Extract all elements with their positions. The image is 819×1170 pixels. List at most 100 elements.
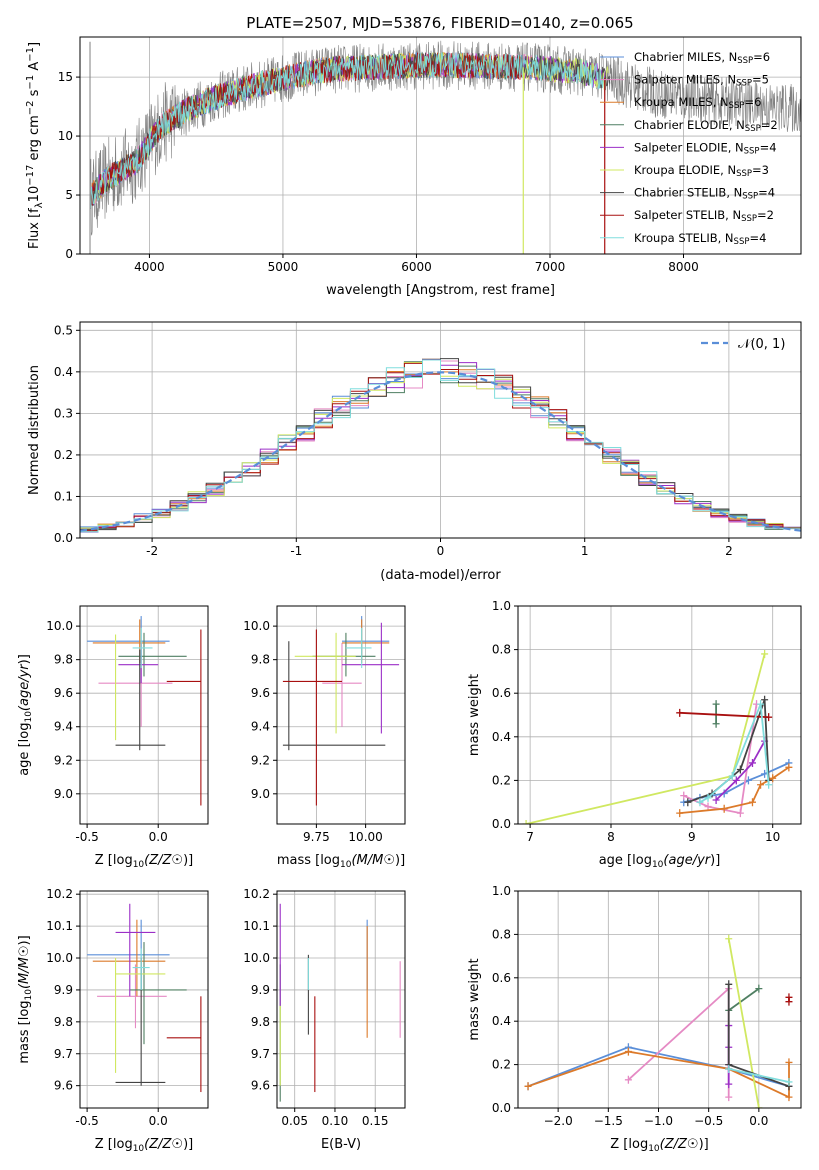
weight-marker-kroupa_miles bbox=[524, 1082, 532, 1091]
y-tick-label: 0.8 bbox=[492, 643, 511, 657]
x-axis-label: mass [log10(M/M☉)] bbox=[277, 853, 405, 870]
legend-sub: SSP bbox=[744, 146, 760, 156]
weight-marker-kroupa_elodie bbox=[522, 820, 530, 824]
weight-marker-chabrier_stelib bbox=[736, 765, 744, 774]
y-tick-label: 0.4 bbox=[54, 365, 73, 379]
y-tick-label: 10.2 bbox=[46, 887, 73, 901]
x-tick-label: 0.0 bbox=[149, 830, 168, 844]
y-tick-label: 9.8 bbox=[54, 1015, 73, 1029]
label-sub: 10 bbox=[133, 860, 145, 870]
x-tick-label: 10 bbox=[765, 830, 780, 844]
axes-frame bbox=[79, 36, 802, 255]
y-tick-label: 9.2 bbox=[54, 753, 73, 767]
y-tick-label: 0.8 bbox=[492, 927, 511, 941]
x-tick-label: -1 bbox=[290, 544, 302, 558]
weight-marker-kroupa_stelib bbox=[696, 798, 704, 807]
weight-marker-chabrier_stelib bbox=[725, 980, 733, 989]
legend-sub: SSP bbox=[745, 124, 761, 134]
legend-n: =4 bbox=[760, 140, 777, 154]
x-tick-label: 0.10 bbox=[322, 1114, 349, 1128]
legend-name: Kroupa ELODIE, N bbox=[634, 163, 736, 177]
y-tick-label: 9.8 bbox=[251, 653, 270, 667]
weight-line-salpeter_elodie bbox=[715, 740, 766, 801]
weight-marker-salpeter_elodie bbox=[712, 796, 720, 805]
weight-marker-chabrier_elodie bbox=[712, 700, 720, 709]
plot-area bbox=[282, 616, 400, 806]
y-tick-label: 10.0 bbox=[243, 619, 270, 633]
legend-name: Chabrier ELODIE, N bbox=[634, 118, 745, 132]
weight-vs-age-panel: 7 8 9 10 0.0 0.2 0.4 0.6 0.8 1.0 mass weight age [l… bbox=[467, 599, 802, 870]
x-tick-label: 5000 bbox=[268, 260, 299, 274]
weight-marker-chabrier_elodie bbox=[712, 719, 720, 728]
y-tick-label: 9.6 bbox=[251, 686, 270, 700]
axes-frame bbox=[79, 605, 209, 825]
legend-label-salpeter_elodie: Salpeter ELODIE, NSSP=4 bbox=[634, 140, 777, 156]
weight-line-chabrier_miles bbox=[527, 1046, 790, 1088]
legend-name: Salpeter STELIB, N bbox=[634, 208, 741, 222]
y-axis-label: mass weight bbox=[467, 958, 482, 1040]
weight-marker-kroupa_stelib bbox=[757, 700, 765, 709]
label-sub: 10 bbox=[340, 860, 352, 870]
y-label-part: Flux [f bbox=[27, 208, 42, 249]
legend-n: =2 bbox=[757, 208, 774, 222]
y-tick-label: 9.9 bbox=[251, 983, 270, 997]
axes-frame bbox=[517, 605, 802, 825]
weight-marker-salpeter_elodie bbox=[725, 1080, 733, 1089]
y-axis-label: Flux [fλ10−17 erg cm−2 s−1 A−1] bbox=[25, 42, 45, 249]
weight-marker-salpeter_miles bbox=[624, 1075, 632, 1084]
label-frac: (Z/Z☉ bbox=[144, 853, 183, 868]
x-tick-label: 0.05 bbox=[281, 1114, 308, 1128]
label-sub: 10 bbox=[24, 711, 34, 723]
label-close: )] bbox=[395, 853, 405, 868]
x-tick-label: −2.0 bbox=[544, 1114, 573, 1128]
y-tick-label: 9.6 bbox=[54, 1079, 73, 1093]
y-tick-label: 9.4 bbox=[251, 720, 270, 734]
x-tick-label: 0.0 bbox=[149, 1114, 168, 1128]
weight-marker-chabrier_elodie bbox=[755, 984, 763, 993]
y-tick-label: 0.6 bbox=[492, 686, 511, 700]
weight-marker-chabrier_stelib bbox=[761, 695, 769, 704]
x-tick-label: 7000 bbox=[535, 260, 566, 274]
y-tick-label: 0.5 bbox=[54, 323, 73, 337]
x-axis-label: E(B-V) bbox=[321, 1137, 361, 1152]
grid bbox=[80, 606, 208, 824]
y-label-part: −2 bbox=[25, 100, 36, 115]
weight-marker-salpeter_miles bbox=[704, 802, 712, 811]
y-label-part: λ bbox=[34, 202, 45, 208]
y-tick-label: 0 bbox=[65, 247, 73, 261]
y-label-part: s bbox=[27, 89, 42, 100]
y-axis-label: mass weight bbox=[467, 674, 482, 756]
legend-name: Chabrier MILES, N bbox=[634, 50, 737, 64]
y-tick-label: 9.7 bbox=[251, 1047, 270, 1061]
x-tick-label: 9.75 bbox=[303, 830, 330, 844]
label-close: )] bbox=[699, 1137, 709, 1152]
weight-marker-kroupa_stelib bbox=[725, 1064, 733, 1073]
mass-vs-Z-panel: -0.5 0.09.69.79.89.910.010.110.2Z [log10(… bbox=[17, 887, 209, 1154]
y-tick-label: 10.1 bbox=[46, 919, 73, 933]
weight-marker-kroupa_miles bbox=[785, 1093, 793, 1102]
y-label-part: A bbox=[27, 62, 42, 75]
label-close: )] bbox=[17, 935, 32, 945]
y-tick-label: 0.2 bbox=[492, 773, 511, 787]
x-tick-label: −1.0 bbox=[644, 1114, 673, 1128]
legend-label-chabrier_miles: Chabrier MILES, NSSP=6 bbox=[634, 50, 770, 66]
label-sub: 10 bbox=[24, 989, 34, 1001]
label-text: Z [log bbox=[95, 853, 133, 868]
weight-marker-kroupa_miles bbox=[769, 774, 777, 783]
y-label-part: −17 bbox=[25, 165, 36, 186]
weight-line-kroupa_stelib bbox=[728, 1068, 790, 1083]
age-vs-mass-panel: 9.75 10.00 9.0 9.2 9.4 9.6 9.8 10.0 mass [log10(… bbox=[243, 605, 406, 870]
y-label-part: erg cm bbox=[27, 115, 42, 164]
label-close: )] bbox=[17, 654, 32, 664]
weight-marker-kroupa_stelib bbox=[765, 780, 773, 789]
legend-sub: SSP bbox=[742, 192, 758, 202]
x-axis-label: Z [log10(Z/Z☉)] bbox=[95, 853, 193, 870]
x-tick-label: 8 bbox=[607, 830, 615, 844]
weight-marker-kroupa_miles bbox=[757, 780, 765, 789]
legend-label-salpeter_stelib: Salpeter STELIB, NSSP=2 bbox=[634, 208, 774, 224]
weight-marker-kroupa_miles bbox=[748, 798, 756, 807]
y-label-part: −1 bbox=[25, 47, 36, 62]
y-tick-label: 9.2 bbox=[251, 753, 270, 767]
label-frac: (age/yr bbox=[17, 663, 32, 711]
